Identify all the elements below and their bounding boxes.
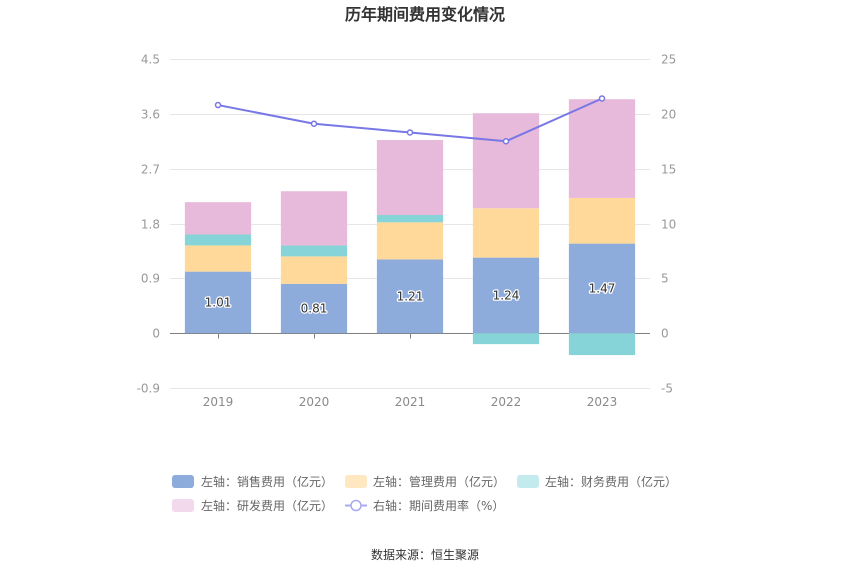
- left-axis-tick-label: 4.5: [141, 53, 160, 67]
- data-labels: 1.01 0.81 1.21 1.24 1.47: [203, 280, 616, 317]
- legend-label-sales-expense: 左轴：销售费用（亿元）: [201, 474, 333, 489]
- right-axis-tick-label: 15: [661, 163, 676, 177]
- right-axis-tick-label: -5: [661, 382, 673, 396]
- right-axis-tick-label: 20: [661, 108, 676, 122]
- bar-series-group: [184, 99, 636, 356]
- chart-title: 历年期间费用变化情况: [345, 5, 505, 24]
- admin-expense-bar: [472, 208, 540, 258]
- rd-expense-bar: [376, 140, 444, 215]
- data-source-note: 数据来源：恒生聚源: [371, 547, 479, 562]
- left-axis-tick-label: 2.7: [141, 163, 160, 177]
- sales-expense-data-label: 1.24: [493, 288, 520, 302]
- finance-expense-bar: [472, 333, 540, 345]
- legend-item-finance-expense[interactable]: 左轴：财务费用（亿元）: [517, 474, 677, 489]
- x-axis-tick-label: 2020: [299, 395, 330, 409]
- expense-ratio-point: [502, 138, 510, 145]
- legend: 左轴：销售费用（亿元） 左轴：管理费用（亿元） 左轴：财务费用（亿元） 左轴：研…: [172, 474, 677, 513]
- legend-item-sales-expense[interactable]: 左轴：销售费用（亿元）: [172, 474, 333, 489]
- x-axis-tick-label: 2021: [395, 395, 426, 409]
- expense-ratio-point: [310, 120, 318, 127]
- sales-expense-data-label: 0.81: [301, 301, 328, 315]
- legend-marker-expense-ratio: [350, 499, 362, 512]
- sales-expense-data-label: 1.01: [205, 295, 232, 309]
- x-axis-tick-label: 2019: [203, 395, 234, 409]
- sales-expense-data-label: 1.47: [589, 281, 616, 295]
- x-axis-tick-label: 2022: [491, 395, 522, 409]
- right-axis-tick-label: 0: [661, 327, 669, 341]
- axes: 4.5 3.6 2.7 1.8 0.9 0 -0.9 25 20 15 10 5 0 -5 2019 2020…: [137, 53, 677, 410]
- expense-ratio-point: [406, 129, 414, 136]
- right-axis-tick-label: 25: [661, 53, 676, 67]
- legend-item-admin-expense[interactable]: 左轴：管理费用（亿元）: [345, 474, 505, 489]
- legend-swatch-rd-expense: [172, 499, 194, 512]
- expense-ratio-point: [598, 95, 606, 102]
- legend-label-rd-expense: 左轴：研发费用（亿元）: [201, 498, 333, 513]
- sales-expense-bar: [568, 243, 636, 334]
- admin-expense-bar: [568, 197, 636, 244]
- left-axis-tick-label: 0.9: [141, 272, 160, 286]
- rd-expense-bar: [472, 113, 540, 209]
- finance-expense-bar: [376, 214, 444, 223]
- sales-expense-bar: [184, 271, 252, 334]
- left-axis-tick-label: 0: [152, 327, 160, 341]
- left-axis-tick-label: 1.8: [141, 218, 160, 232]
- sales-expense-bar: [472, 257, 540, 334]
- left-axis-tick-label: 3.6: [141, 108, 160, 122]
- legend-swatch-sales-expense: [172, 475, 194, 488]
- x-axis-tick-label: 2023: [587, 395, 618, 409]
- legend-swatch-finance-expense: [517, 475, 539, 488]
- legend-label-admin-expense: 左轴：管理费用（亿元）: [373, 474, 505, 489]
- left-axis-tick-label: -0.9: [137, 382, 160, 396]
- right-axis-tick-label: 5: [661, 272, 669, 286]
- expense-ratio-point: [214, 101, 222, 109]
- sales-expense-data-label: 1.21: [397, 289, 424, 303]
- rd-expense-bar: [184, 202, 252, 235]
- rd-expense-bar: [280, 191, 348, 246]
- admin-expense-bar: [184, 245, 252, 272]
- legend-item-expense-ratio[interactable]: 右轴：期间费用率（%）: [345, 498, 504, 513]
- right-axis-tick-label: 10: [661, 218, 676, 232]
- legend-item-rd-expense[interactable]: 左轴：研发费用（亿元）: [172, 498, 333, 513]
- legend-swatch-admin-expense: [345, 475, 367, 488]
- rd-expense-bar: [568, 99, 636, 198]
- admin-expense-bar: [376, 222, 444, 260]
- legend-label-finance-expense: 左轴：财务费用（亿元）: [545, 474, 677, 489]
- admin-expense-bar: [280, 256, 348, 284]
- finance-expense-bar: [184, 234, 252, 246]
- finance-expense-bar: [568, 333, 636, 356]
- line-series-group: [214, 95, 606, 145]
- sales-expense-bar: [376, 259, 444, 334]
- sales-expense-bar: [280, 283, 348, 334]
- finance-expense-bar: [280, 245, 348, 257]
- legend-label-expense-ratio: 右轴：期间费用率（%）: [373, 498, 504, 513]
